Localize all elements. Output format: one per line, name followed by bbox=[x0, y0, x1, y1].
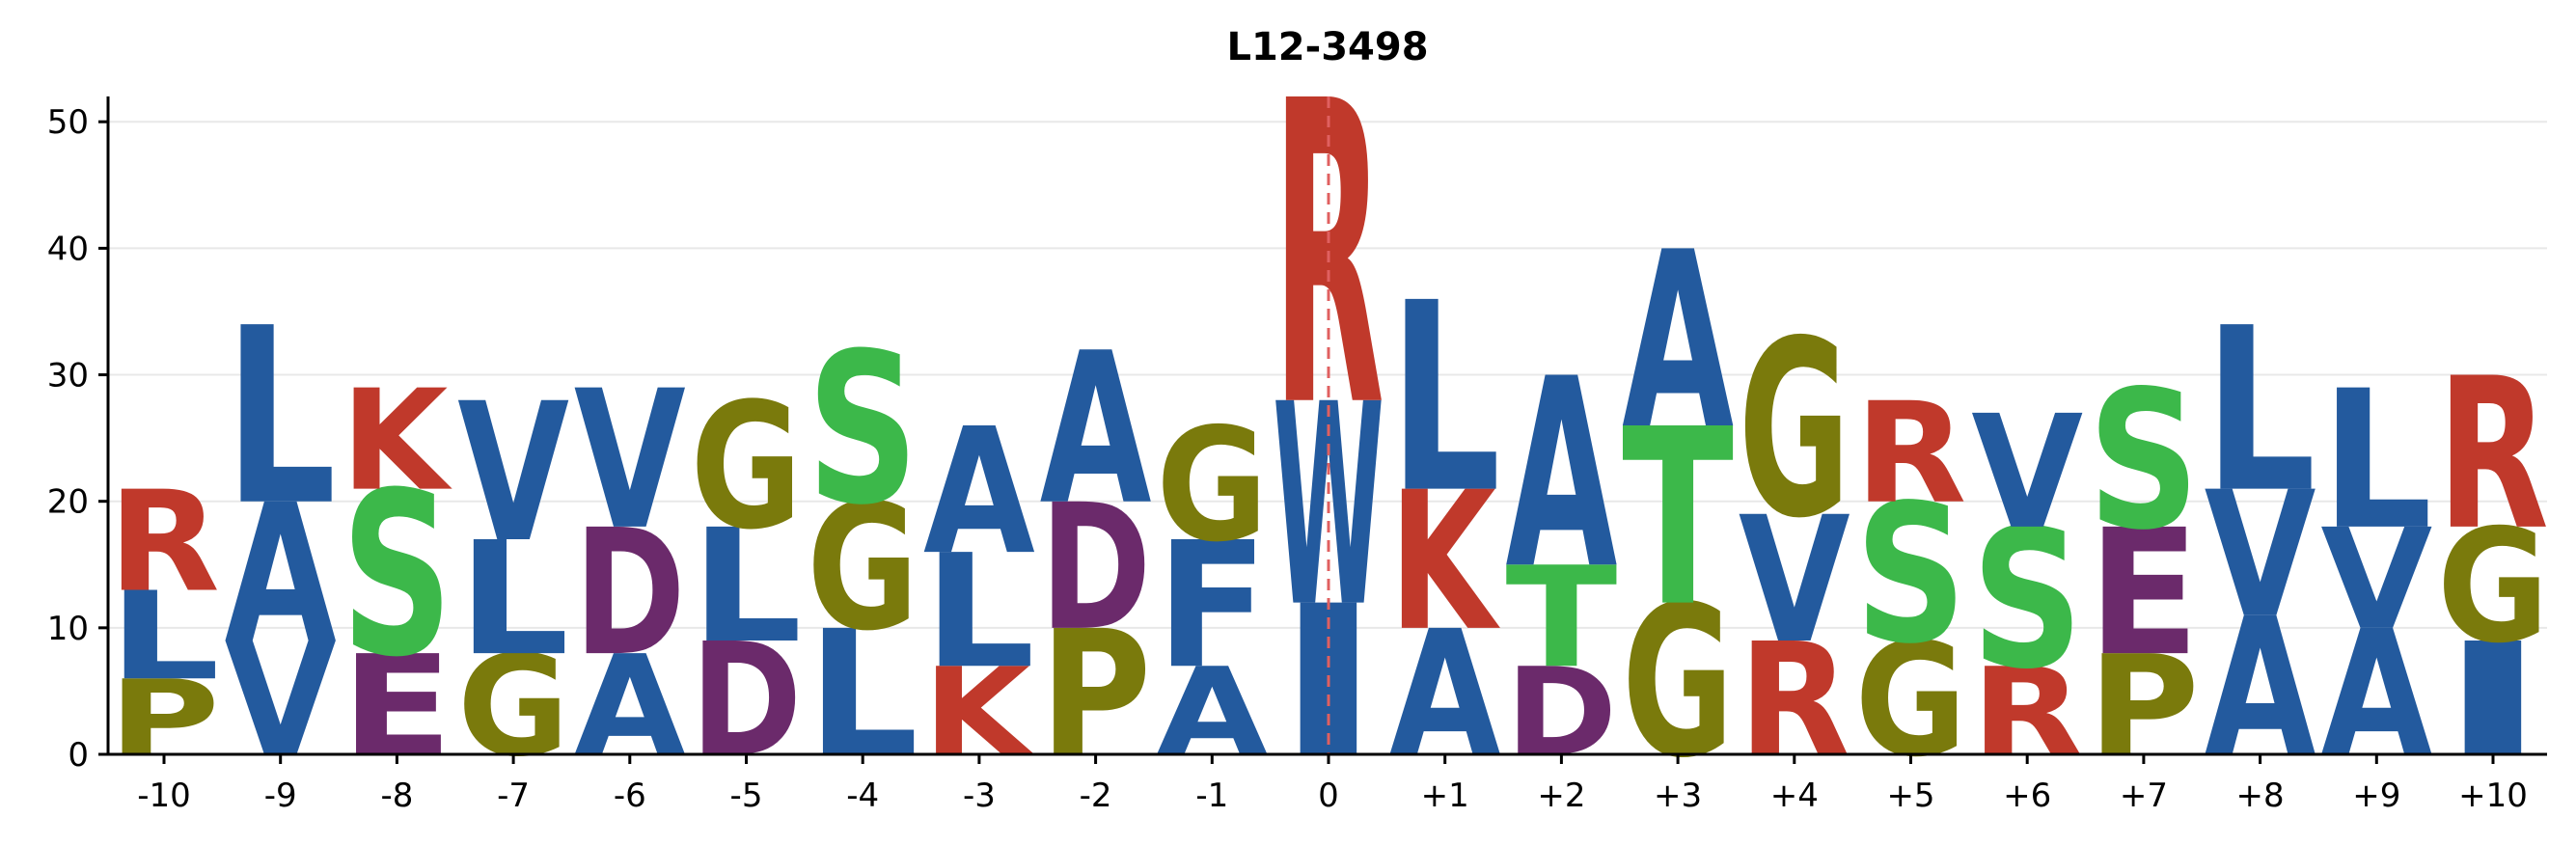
x-tick-label: -6 bbox=[614, 777, 646, 815]
y-tick-label: 0 bbox=[68, 736, 89, 775]
logo-letter-G: G bbox=[807, 468, 918, 669]
x-tick-label: +4 bbox=[1770, 777, 1819, 815]
y-tick-label: 40 bbox=[47, 230, 89, 268]
logo-letter-S: S bbox=[341, 446, 452, 707]
logo-letter-L: L bbox=[225, 276, 337, 559]
logo-letter-L: L bbox=[2320, 350, 2432, 572]
logo-letter-G: G bbox=[1622, 562, 1734, 804]
x-tick-label: +10 bbox=[2458, 777, 2528, 815]
x-tick-label: +5 bbox=[1886, 777, 1934, 815]
logo-letter-F: F bbox=[1156, 506, 1268, 708]
logo-letter-R: R bbox=[108, 461, 220, 623]
x-tick-label: +7 bbox=[2120, 777, 2168, 815]
chart-title: L12-3498 bbox=[1226, 25, 1428, 69]
x-tick-label: +9 bbox=[2352, 777, 2400, 815]
x-tick-label: -3 bbox=[963, 777, 996, 815]
logo-letter-G: G bbox=[2437, 496, 2549, 678]
logo-letter-S: S bbox=[2088, 350, 2200, 572]
logo-letter-T: T bbox=[1505, 538, 1617, 699]
logo-letter-V: V bbox=[2205, 454, 2316, 657]
y-tick-label: 20 bbox=[47, 483, 89, 522]
x-tick-label: -2 bbox=[1080, 777, 1112, 815]
x-tick-label: -7 bbox=[497, 777, 530, 815]
x-tick-label: +3 bbox=[1654, 777, 1702, 815]
logo-letter-G: G bbox=[1739, 290, 1850, 572]
logo-letter-V: V bbox=[574, 350, 686, 572]
x-tick-label: -4 bbox=[846, 777, 879, 815]
x-tick-label: +2 bbox=[1537, 777, 1585, 815]
logo-letter-D: D bbox=[574, 493, 686, 695]
logo-letter-V: V bbox=[457, 363, 569, 585]
x-axis-ticks: -10 -9 -8 -7 -6 -5 -4 -3 -2 -1 0 +1 +2 +3 +4 +5 +6 +7 +8 +9… bbox=[137, 754, 2528, 815]
x-tick-label: 0 bbox=[1318, 777, 1339, 815]
logo-letter-V: V bbox=[2320, 500, 2432, 662]
logo-letter-G: G bbox=[1156, 395, 1268, 577]
x-tick-label: -8 bbox=[380, 777, 413, 815]
x-tick-label: +1 bbox=[1421, 777, 1469, 815]
logo-letter-G: G bbox=[691, 367, 803, 568]
y-tick-label: 50 bbox=[47, 103, 89, 142]
logo-letter-K: K bbox=[1389, 450, 1501, 672]
logo-letter-A: A bbox=[225, 464, 337, 686]
y-tick-label: 30 bbox=[47, 357, 89, 395]
logo-letter-L: L bbox=[923, 521, 1035, 703]
logo-letter-K: K bbox=[341, 360, 452, 522]
x-tick-label: +8 bbox=[2236, 777, 2285, 815]
logo-letter-A: A bbox=[1040, 309, 1152, 551]
logo-letter-D: D bbox=[1040, 467, 1152, 668]
logo-letter-A: A bbox=[1505, 323, 1617, 626]
logo-letter-V: V bbox=[1739, 480, 1850, 683]
logo-stacks: PLRVALESKGLVADVDLGLGSKLAPDAAFGIWRAKLDTAG… bbox=[108, 14, 2549, 804]
logo-letter-S: S bbox=[807, 308, 918, 551]
logo-letter-A: A bbox=[923, 392, 1035, 594]
logo-letter-L: L bbox=[691, 495, 803, 677]
x-tick-label: +6 bbox=[2003, 777, 2051, 815]
x-tick-label: -10 bbox=[137, 777, 191, 815]
logo-letter-E: E bbox=[2088, 493, 2200, 695]
logo-letter-R: R bbox=[1855, 372, 1967, 534]
logo-letter-L: L bbox=[2205, 281, 2316, 542]
logo-letter-L: L bbox=[108, 566, 220, 708]
y-axis-ticks: 0 10 20 30 40 50 bbox=[47, 103, 108, 775]
logo-letter-S: S bbox=[1971, 489, 2083, 711]
logo-letter-T: T bbox=[1622, 377, 1734, 660]
x-tick-label: -9 bbox=[264, 777, 297, 815]
logo-letter-S: S bbox=[1855, 464, 1967, 686]
logo-letter-V: V bbox=[1971, 381, 2083, 563]
x-tick-label: -5 bbox=[730, 777, 763, 815]
logo-letter-R: R bbox=[2437, 333, 2549, 576]
y-tick-label: 10 bbox=[47, 610, 89, 648]
logo-letter-A: A bbox=[1622, 201, 1734, 483]
logo-letter-L: L bbox=[1389, 248, 1501, 551]
x-tick-label: -1 bbox=[1195, 777, 1228, 815]
logo-letter-L: L bbox=[457, 508, 569, 691]
